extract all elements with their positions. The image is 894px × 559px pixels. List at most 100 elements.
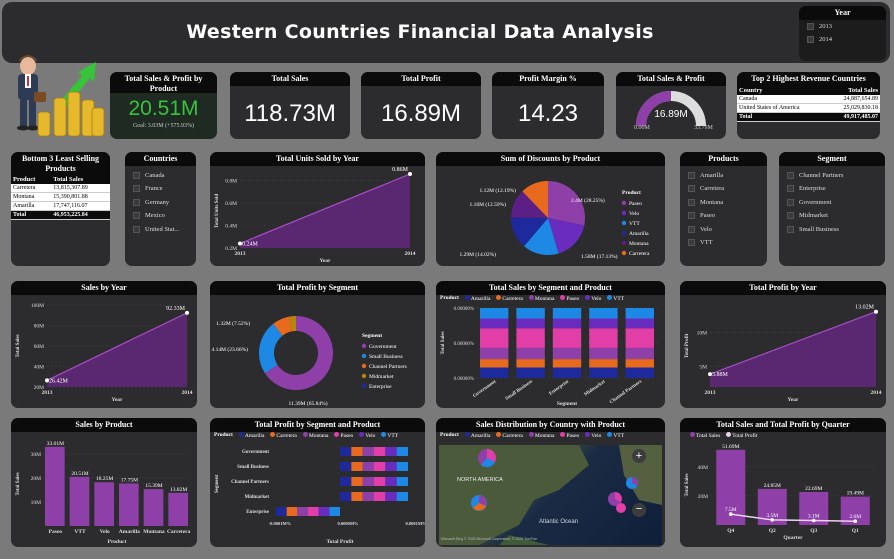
legend-item[interactable]: Amarilla — [464, 294, 490, 302]
legend-item[interactable]: Paseo — [560, 431, 579, 439]
legend-label[interactable]: Montana — [629, 241, 649, 247]
legend-label[interactable]: Midmarket — [369, 374, 394, 380]
stacked-bar-segment[interactable] — [552, 327, 582, 348]
data-point[interactable] — [45, 378, 49, 383]
country-option[interactable]: Canada — [125, 169, 196, 183]
stacked-bar-segment[interactable] — [516, 318, 545, 328]
stacked-bar-segment[interactable] — [589, 367, 618, 378]
product-option[interactable]: Velo — [680, 223, 767, 237]
stacked-bar-segment[interactable] — [589, 358, 618, 368]
pie-slice[interactable] — [289, 315, 296, 331]
stacked-bar-segment[interactable] — [480, 318, 509, 328]
bar[interactable] — [119, 482, 139, 526]
legend-item[interactable]: Paseo — [560, 294, 579, 302]
pie-slice[interactable] — [511, 190, 548, 218]
zoom-out-button[interactable]: − — [632, 503, 646, 517]
stacked-bar-segment[interactable] — [396, 476, 408, 486]
legend-label[interactable]: Velo — [629, 211, 639, 217]
legend-label[interactable]: VTT — [629, 221, 640, 227]
stacked-bar-segment[interactable] — [516, 307, 545, 319]
legend-item[interactable]: Montana — [302, 431, 328, 439]
pie-slice[interactable] — [548, 217, 585, 254]
stacked-bar-segment[interactable] — [625, 358, 654, 368]
legend-label[interactable]: Channel Partners — [369, 364, 407, 370]
segment-option[interactable]: Midmarket — [779, 209, 885, 223]
stacked-bar-segment[interactable] — [362, 476, 374, 486]
stacked-bar-segment[interactable] — [516, 327, 545, 348]
stacked-bar-segment[interactable] — [480, 358, 509, 368]
zoom-in-button[interactable]: + — [632, 449, 646, 463]
stacked-bar-segment[interactable] — [351, 476, 363, 486]
country-option[interactable]: United Stat... — [125, 223, 196, 237]
legend-item[interactable]: Montana — [528, 431, 554, 439]
col-header[interactable]: Total Sales — [51, 175, 110, 185]
data-point[interactable] — [185, 310, 189, 315]
legend-item[interactable]: Carretera — [496, 431, 523, 439]
stacked-bar-segment[interactable] — [340, 476, 352, 486]
stacked-bar-segment[interactable] — [625, 367, 654, 378]
stacked-bar-segment[interactable] — [329, 506, 340, 516]
pie-slice[interactable] — [522, 180, 548, 218]
legend-item[interactable]: Velo — [585, 294, 601, 302]
stacked-bar-segment[interactable] — [552, 347, 582, 359]
stacked-bar-segment[interactable] — [374, 461, 386, 471]
stacked-bar-segment[interactable] — [625, 318, 654, 328]
stacked-bar-segment[interactable] — [340, 461, 352, 471]
legend-item[interactable]: VTT — [607, 431, 624, 439]
country-option[interactable]: Germany — [125, 196, 196, 210]
stacked-bar-segment[interactable] — [308, 506, 319, 516]
stacked-bar-segment[interactable] — [516, 347, 545, 359]
stacked-bar-segment[interactable] — [340, 491, 352, 501]
pie-slice[interactable] — [259, 323, 283, 373]
data-point[interactable] — [853, 519, 858, 523]
data-point[interactable] — [728, 511, 733, 516]
data-point[interactable] — [770, 517, 775, 522]
legend-item[interactable]: Amarilla — [464, 431, 490, 439]
stacked-bar-segment[interactable] — [589, 347, 618, 359]
col-header[interactable]: Total Sales — [826, 85, 880, 95]
stacked-bar-segment[interactable] — [362, 461, 374, 471]
stacked-bar-segment[interactable] — [396, 461, 408, 471]
col-header[interactable]: Product — [11, 175, 52, 185]
map-pie-marker[interactable] — [616, 503, 626, 513]
stacked-bar-segment[interactable] — [396, 491, 408, 501]
stacked-bar-segment[interactable] — [318, 506, 330, 516]
pie-slice[interactable] — [511, 217, 548, 246]
legend-label[interactable]: Small Business — [369, 354, 403, 360]
stacked-bar-segment[interactable] — [374, 446, 386, 456]
data-point[interactable] — [811, 518, 816, 522]
segment-option[interactable]: Small Business — [779, 223, 885, 237]
year-option-2014[interactable]: 2014 — [799, 33, 886, 47]
legend-item[interactable]: Total Profit — [726, 431, 757, 439]
stacked-bar-segment[interactable] — [589, 327, 618, 348]
data-point[interactable] — [238, 241, 242, 246]
product-option[interactable]: Paseo — [680, 209, 767, 223]
pie-slice[interactable] — [524, 217, 559, 255]
stacked-bar-segment[interactable] — [276, 506, 287, 516]
stacked-bar-segment[interactable] — [362, 446, 374, 456]
stacked-bar-segment[interactable] — [480, 307, 509, 319]
stacked-bar-segment[interactable] — [552, 318, 582, 328]
stacked-bar-segment[interactable] — [480, 367, 509, 378]
country-option[interactable]: Mexico — [125, 209, 196, 223]
stacked-bar-segment[interactable] — [374, 476, 386, 486]
stacked-bar-segment[interactable] — [385, 491, 397, 501]
legend-item[interactable]: Montana — [528, 294, 554, 302]
pie-slice[interactable] — [264, 315, 333, 390]
country-option[interactable]: France — [125, 182, 196, 196]
segment-option[interactable]: Government — [779, 196, 885, 210]
stacked-bar-segment[interactable] — [351, 491, 363, 501]
stacked-bar-segment[interactable] — [396, 446, 408, 456]
product-option[interactable]: Carretera — [680, 182, 767, 196]
data-point[interactable] — [408, 171, 412, 176]
stacked-bar-segment[interactable] — [552, 307, 582, 319]
legend-item[interactable]: Velo — [359, 431, 375, 439]
product-option[interactable]: Montana — [680, 196, 767, 210]
legend-item[interactable]: VTT — [381, 431, 398, 439]
stacked-bar-segment[interactable] — [552, 358, 582, 368]
stacked-bar-segment[interactable] — [362, 491, 374, 501]
legend-item[interactable]: VTT — [607, 294, 624, 302]
stacked-bar-segment[interactable] — [480, 347, 509, 359]
legend-item[interactable]: Total Sales — [690, 431, 720, 439]
legend-label[interactable]: Government — [369, 344, 397, 350]
